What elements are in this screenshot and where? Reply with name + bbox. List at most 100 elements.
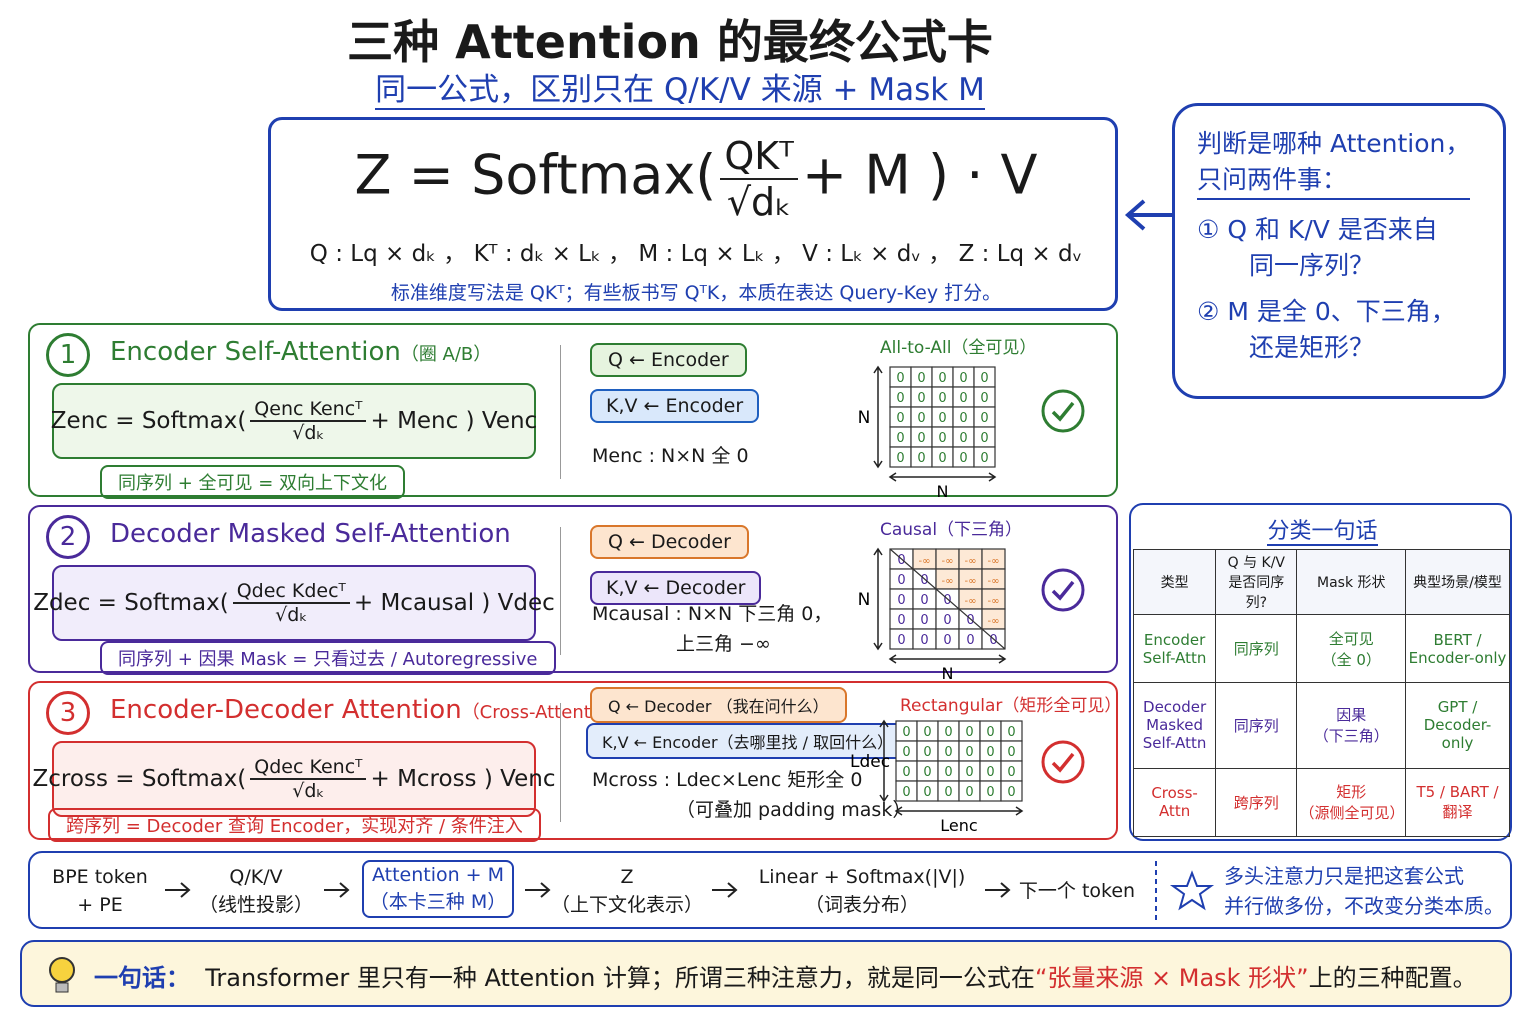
formula-num: QKᵀ (720, 134, 798, 180)
cell-line: Encoder-only (1408, 648, 1507, 667)
flow-bar: BPE token + PE Q/K/V （线性投影） Attention + M （本卡… (28, 851, 1512, 929)
matrix-value: 0 (989, 633, 997, 648)
callout-head: 判断是哪种 Attention， 只问两件事： (1197, 126, 1471, 200)
cell-line: 同序列 (1233, 716, 1279, 735)
matrix-value: 0 (980, 391, 988, 406)
table-row: Encoder Self-Attn 同序列 全可见 （全 0） BERT / Encoder… (1132, 613, 1510, 684)
check-mark (1051, 401, 1075, 422)
matrix-value: 0 (1007, 745, 1015, 760)
table-title: 分类一句话 (1131, 513, 1514, 546)
mask-line: （可叠加 padding mask） (676, 799, 912, 821)
panel-heading: Encoder Self-Attention（圈 A/B） (110, 337, 491, 367)
matrix-value: 0 (938, 391, 946, 406)
mask-desc: Mcausal : N×N 下三角 0， 上三角 −∞ (592, 599, 832, 659)
cell-line: Self-Attn (1142, 734, 1207, 753)
arrow (1124, 199, 1175, 231)
panel-note: （圈 A/B） (400, 344, 492, 365)
matrix-value: -∞ (988, 556, 1000, 567)
flow-line: + PE (77, 894, 123, 916)
matrix-value: 0 (944, 725, 952, 740)
matrix-value: 0 (896, 411, 904, 426)
panel-formula: Zenc = Softmax(Qenc Kencᵀ √dₖ + Menc ) Ven… (51, 383, 537, 459)
matrix-value: 0 (980, 451, 988, 466)
matrix-value: 0 (966, 613, 974, 628)
panel: 3 Encoder-Decoder Attention（Cross-Attenti… (28, 681, 1121, 842)
panel-summary: 同序列 + 全可见 = 双向上下文化 (100, 465, 406, 499)
matrix-value: 0 (966, 633, 974, 648)
matrix-value: 0 (965, 745, 973, 760)
matrix-value: 0 (897, 593, 905, 608)
matrix-value: 0 (897, 573, 905, 588)
check-icon (1041, 740, 1085, 783)
matrix-value: 0 (920, 593, 928, 608)
kv-source: K,V ← Encoder（去哪里找 / 取回什么） (586, 723, 910, 759)
mask-line: Mcross : Ldec×Lenc 矩形全 0 (592, 769, 863, 791)
callout-item: ② M 是全 0、下三角， 还是矩形？ (1197, 294, 1503, 366)
summary-bar: 一句话： Transformer 里只有一种 Attention 计算；所谓三种… (20, 940, 1512, 1007)
summary-text: 一句话： Transformer 里只有一种 Attention 计算；所谓三种… (94, 958, 1477, 993)
callout-line: ② M 是全 0、下三角， (1197, 297, 1456, 326)
matrix-value: 0 (896, 431, 904, 446)
cell-line: Self-Attn (1142, 648, 1207, 667)
matrix-value: 0 (923, 765, 931, 780)
callout-arrow (1124, 199, 1175, 231)
table-cell: T5 / BART / 翻译 (1405, 767, 1510, 838)
row-axis-label: N (858, 408, 871, 428)
mask-desc: Menc : N×N 全 0 (592, 441, 749, 471)
panel-formula: Zcross = Softmax(Qdec Kencᵀ √dₖ + Mcross )… (33, 741, 555, 817)
table: 类型 Q 与 K/V 是否同序列? Mask 形状 典型场景/模型 Encoder Self… (1132, 549, 1510, 838)
matrix-value: 0 (938, 411, 946, 426)
callout-line: 同一序列？ (1249, 251, 1375, 280)
cell-line: （全 0） (1321, 650, 1381, 669)
matrix-value: 0 (1007, 765, 1015, 780)
cell-line: 同序列 (1233, 640, 1279, 659)
summary-label: 一句话： (94, 964, 190, 992)
matrix-value: 0 (897, 553, 905, 568)
summary-tail: 上的三种配置。 (1308, 964, 1477, 992)
matrix-value: -∞ (965, 556, 977, 567)
matrix-value: 0 (917, 451, 925, 466)
summary-body: Transformer 里只有一种 Attention 计算；所谓三种注意力，就… (205, 964, 1035, 992)
matrix-value: 0 (965, 725, 973, 740)
matrix-value: 0 (959, 451, 967, 466)
cell-line: Cross-Attn (1151, 784, 1198, 821)
matrix-value: -∞ (942, 576, 954, 587)
matrix-value: 0 (920, 613, 928, 628)
matrix-value: 0 (959, 411, 967, 426)
row-axis-label: N (858, 590, 871, 610)
panel-summary: 跨序列 = Decoder 查询 Encoder，实现对齐 / 条件注入 (48, 808, 541, 842)
callout: 判断是哪种 Attention， 只问两件事： ① Q 和 K/V 是否来自 同一序… (1172, 103, 1506, 399)
matrix-value: 0 (902, 725, 910, 740)
matrix-value: 0 (923, 785, 931, 800)
panel-number: 3 (46, 691, 90, 735)
subtitle: 同一公式，区别只在 Q/K/V 来源 + Mask M (0, 64, 1360, 110)
check-circle (1041, 389, 1085, 433)
matrix-title: Causal（下三角） (880, 520, 1023, 540)
matrix-value: 0 (1007, 725, 1015, 740)
table-cell: 因果 （下三角） (1296, 682, 1407, 769)
table-cell: 同序列 (1215, 682, 1298, 769)
formula-fraction: QKᵀ √dₖ (720, 134, 798, 224)
bulb-icon (49, 957, 75, 993)
formula-lhs: Z = Softmax( (354, 143, 717, 207)
flow-line: （本卡三种 M） (369, 891, 507, 913)
cell-line: 跨序列 (1233, 793, 1279, 812)
summary-highlight: “张量来源 × Mask 形状” (1034, 964, 1309, 992)
matrix-value: 0 (965, 785, 973, 800)
mask-desc: Mcross : Ldec×Lenc 矩形全 0 （可叠加 padding mas… (592, 765, 911, 825)
col-axis-label: N (942, 664, 954, 683)
row-axis (879, 719, 889, 803)
matrix-value: -∞ (942, 556, 954, 567)
mask-line: 上三角 −∞ (676, 633, 771, 655)
matrix: 0 -∞ -∞ -∞ -∞0 0 -∞ -∞ -∞0 0 0 -∞ -∞0 0 0 0 -∞0 0 0 0 0NN (858, 547, 1007, 683)
matrix-value: 0 (923, 725, 931, 740)
divider (560, 345, 561, 479)
matrix-value: -∞ (919, 556, 931, 567)
header-line: Q 与 K/V (1227, 555, 1286, 571)
panel-summary: 同序列 + 因果 Mask = 只看过去 / Autoregressive (100, 641, 556, 675)
matrix-value: 0 (944, 745, 952, 760)
table-row: Cross-Attn 跨序列 矩形 （源侧全可见） T5 / BART / 翻译 (1132, 767, 1510, 838)
matrix-value: 0 (1007, 785, 1015, 800)
divider (560, 527, 561, 655)
